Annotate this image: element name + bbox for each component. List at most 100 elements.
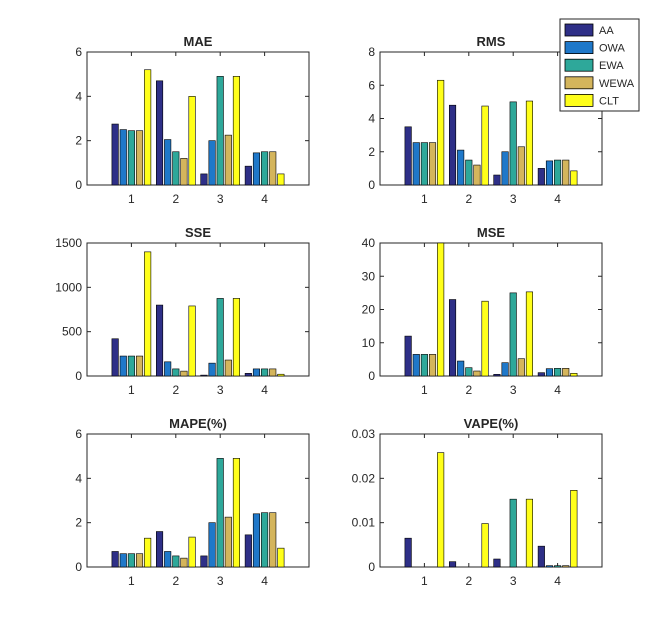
bar-mse-wewa-4 xyxy=(562,368,570,377)
bar-mse-wewa-2 xyxy=(473,370,481,377)
bar-mae-owa-2 xyxy=(164,139,172,186)
bar-mae-clt-2 xyxy=(188,96,196,186)
legend: AA OWA EWA WEWA CLT xyxy=(559,18,640,112)
legend-label-clt: CLT xyxy=(599,95,619,107)
bar-vape-ewa-3 xyxy=(509,498,517,568)
x-tick-label: 3 xyxy=(510,192,517,206)
y-tick-label: 0 xyxy=(368,178,375,192)
legend-label-wewa: WEWA xyxy=(599,78,635,90)
bar-mse-ewa-3 xyxy=(509,292,517,377)
bar-vape-clt-3 xyxy=(525,498,534,568)
x-tick-label: 2 xyxy=(465,192,472,206)
x-tick-label: 2 xyxy=(465,383,472,397)
y-tick-label: 0 xyxy=(75,369,82,383)
y-tick-label: 0 xyxy=(75,178,82,192)
bar-mse-aa-4 xyxy=(537,372,545,377)
x-tick-label: 2 xyxy=(465,574,472,588)
y-tick-label: 6 xyxy=(75,427,82,441)
bar-mae-aa-2 xyxy=(156,80,164,186)
bar-sse-ewa-3 xyxy=(216,298,224,377)
y-tick-label: 0 xyxy=(368,369,375,383)
x-tick-label: 4 xyxy=(261,383,268,397)
x-tick-label: 4 xyxy=(261,574,268,588)
bar-mae-aa-1 xyxy=(111,123,119,186)
plot-title: RMS xyxy=(477,34,506,49)
y-tick-label: 500 xyxy=(62,325,82,339)
y-tick-label: 6 xyxy=(368,78,375,92)
bar-mse-clt-3 xyxy=(525,291,534,377)
subplot-rms: RMS 0 2 4 6 8 1 2 3 4 xyxy=(368,34,603,206)
bar-mape-wewa-2 xyxy=(180,557,188,568)
bar-sse-wewa-2 xyxy=(180,370,188,377)
bar-rms-ewa-4 xyxy=(554,159,562,186)
bar-mse-aa-2 xyxy=(448,299,457,377)
y-tick-label: 30 xyxy=(362,269,376,283)
bar-mae-wewa-2 xyxy=(180,158,188,186)
bar-rms-aa-4 xyxy=(537,168,545,186)
subplot-mae: MAE 0 2 4 6 1 2 3 4 xyxy=(75,34,310,206)
bar-mae-clt-4 xyxy=(277,173,285,186)
bar-vape-wewa-4 xyxy=(562,565,570,568)
bar-sse-owa-4 xyxy=(252,368,261,377)
bar-mape-ewa-1 xyxy=(127,553,135,568)
bar-sse-owa-2 xyxy=(164,361,172,377)
bar-rms-owa-1 xyxy=(412,142,420,186)
y-tick-label: 20 xyxy=(362,303,376,317)
axes-box xyxy=(379,242,603,377)
bar-sse-aa-1 xyxy=(111,338,119,377)
bar-sse-aa-2 xyxy=(156,304,164,377)
bar-mape-owa-3 xyxy=(208,522,216,568)
bar-sse-owa-1 xyxy=(119,355,127,377)
bar-vape-clt-1 xyxy=(437,452,445,568)
bar-mae-wewa-1 xyxy=(135,130,144,186)
bar-sse-aa-4 xyxy=(244,373,252,377)
bar-sse-ewa-2 xyxy=(172,368,180,377)
x-tick-label: 1 xyxy=(128,192,135,206)
y-tick-label: 2 xyxy=(75,516,82,530)
y-tick-label: 10 xyxy=(362,336,376,350)
bar-mape-wewa-4 xyxy=(269,512,277,568)
legend-swatch-aa xyxy=(564,23,594,37)
bar-mae-ewa-3 xyxy=(216,76,224,186)
bar-mae-owa-3 xyxy=(208,140,216,186)
bar-mape-ewa-3 xyxy=(216,458,224,568)
bar-mae-wewa-4 xyxy=(269,151,277,186)
x-tick-label: 1 xyxy=(128,574,135,588)
bar-sse-clt-2 xyxy=(188,305,196,377)
bar-rms-clt-2 xyxy=(481,105,489,186)
bar-mse-ewa-4 xyxy=(554,368,562,377)
bar-sse-wewa-4 xyxy=(269,368,277,377)
bar-vape-ewa-4 xyxy=(554,565,562,568)
axes-box xyxy=(379,433,603,568)
x-tick-label: 3 xyxy=(510,383,517,397)
legend-swatch-ewa xyxy=(564,58,594,72)
subplot-mape: MAPE(%) 0 2 4 6 1 2 3 4 xyxy=(75,416,310,588)
bar-sse-clt-3 xyxy=(232,298,240,377)
bar-rms-clt-4 xyxy=(570,170,578,186)
bar-mse-owa-2 xyxy=(457,360,465,377)
bar-rms-clt-3 xyxy=(525,100,534,186)
legend-label-aa: AA xyxy=(599,25,614,37)
bar-mape-clt-3 xyxy=(232,458,240,568)
bar-sse-clt-1 xyxy=(144,251,152,377)
legend-label-ewa: EWA xyxy=(599,60,624,72)
y-tick-label: 4 xyxy=(368,112,375,126)
y-tick-label: 0 xyxy=(368,560,375,574)
y-tick-label: 8 xyxy=(368,45,375,59)
bar-mape-wewa-3 xyxy=(224,516,232,568)
y-tick-label: 4 xyxy=(75,89,82,103)
bar-sse-clt-4 xyxy=(277,373,285,377)
bar-rms-ewa-2 xyxy=(465,159,473,186)
bar-sse-wewa-3 xyxy=(224,359,232,377)
legend-label-owa: OWA xyxy=(599,43,626,55)
bar-mape-wewa-1 xyxy=(135,553,144,568)
bar-mse-wewa-1 xyxy=(428,354,437,377)
bar-mae-clt-3 xyxy=(232,76,240,186)
legend-swatch-wewa xyxy=(564,76,594,90)
bar-mape-owa-2 xyxy=(164,551,172,568)
x-tick-label: 1 xyxy=(128,383,135,397)
bar-rms-ewa-3 xyxy=(509,101,517,186)
subplot-mse: MSE 0 10 20 30 40 1 2 3 4 xyxy=(362,225,603,397)
bar-rms-aa-2 xyxy=(448,104,457,186)
